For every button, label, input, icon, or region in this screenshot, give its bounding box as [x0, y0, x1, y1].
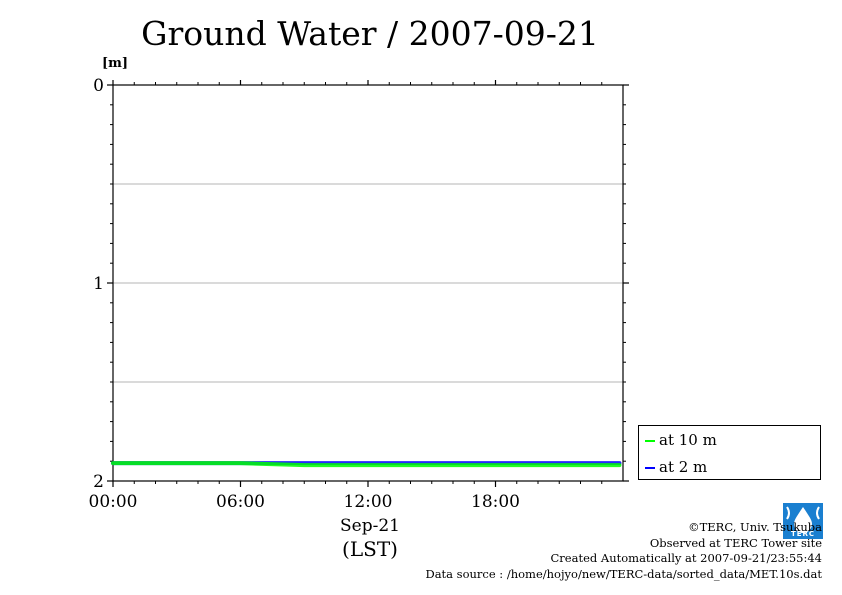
credit-created: Created Automatically at 2007-09-21/23:5…	[550, 551, 823, 565]
series-line-at-10-m	[111, 461, 622, 468]
legend-swatch-10m	[645, 440, 655, 442]
y-tick-label: 0	[93, 76, 104, 96]
legend-item-2m: at 2 m	[645, 458, 707, 476]
chart-title: Ground Water / 2007-09-21	[141, 14, 599, 53]
terc-logo-graphic	[783, 503, 823, 539]
y-tick-label: 2	[93, 472, 104, 492]
legend-label-2m: at 2 m	[659, 458, 708, 476]
logo-text: TERC	[790, 530, 816, 538]
x-tick-label: 00:00	[89, 492, 138, 512]
x-tick-label: 06:00	[216, 492, 265, 512]
legend-swatch-2m	[645, 467, 655, 469]
y-tick-label: 1	[93, 274, 104, 294]
x-date-label: Sep-21	[340, 516, 400, 536]
x-tick-label: 12:00	[344, 492, 393, 512]
credit-copyright: ©TERC, Univ. Tsukuba	[688, 520, 822, 534]
legend: at 10 m at 2 m	[638, 425, 821, 480]
legend-item-10m: at 10 m	[645, 431, 717, 449]
credit-observed: Observed at TERC Tower site	[649, 535, 822, 550]
x-zone-label: (LST)	[342, 537, 398, 561]
y-axis-unit: [m]	[102, 56, 129, 71]
terc-logo: TERC	[783, 503, 823, 539]
credit-source: Data source : /home/hojyo/new/TERC-data/…	[425, 566, 822, 581]
credits: ©TERC, Univ. Tsukuba Observed at TERC To…	[425, 520, 822, 582]
x-tick-label: 18:00	[471, 492, 520, 512]
legend-label-10m: at 10 m	[659, 431, 717, 449]
